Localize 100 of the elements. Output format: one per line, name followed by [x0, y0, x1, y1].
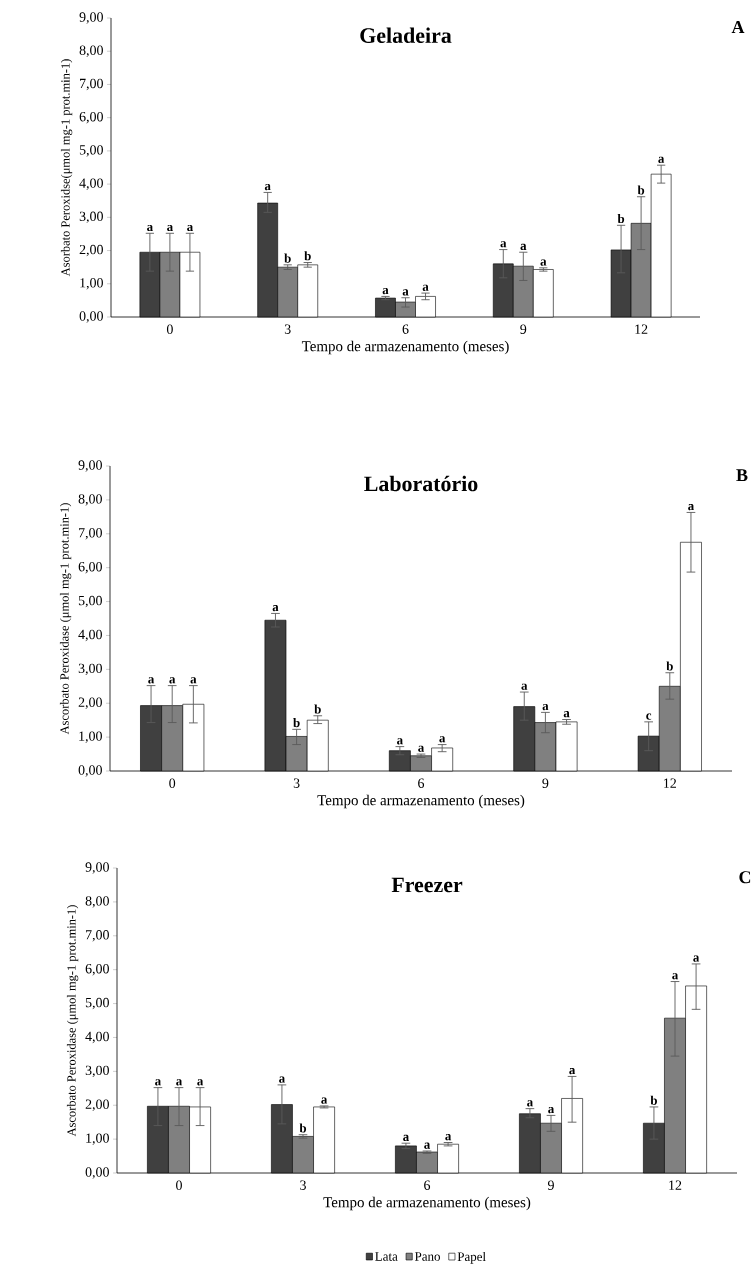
y-axis-title: Ascorbato Peroxidase (μmol mg-1 prot.min-1): [66, 905, 79, 1137]
data-label: a: [272, 605, 279, 612]
data-label: b: [637, 185, 645, 195]
y-tick-label: 0,00: [79, 311, 103, 323]
data-label: b: [304, 251, 311, 261]
x-tick-label: 9: [520, 324, 527, 334]
y-tick-label: 5,00: [79, 145, 103, 157]
y-tick-label: 8,00: [85, 896, 109, 908]
data-label: b: [650, 1095, 657, 1105]
x-tick-label: 3: [293, 778, 300, 788]
x-tick-label: 0: [169, 778, 176, 788]
data-label: a: [658, 156, 665, 163]
x-tick-label: 9: [547, 1180, 554, 1190]
data-label: a: [445, 1134, 452, 1141]
x-axis-title: Tempo de armazenamento (meses): [323, 1196, 531, 1211]
y-tick-label: 8,00: [79, 45, 103, 57]
y-tick-label: 1,00: [80, 278, 103, 290]
chart-title: Laboratório: [364, 475, 478, 492]
data-label: a: [500, 241, 507, 248]
data-label: b: [617, 214, 625, 224]
legend-label: Papel: [457, 1251, 486, 1264]
y-tick-label: 7,00: [86, 930, 109, 942]
y-tick-label: 1,00: [79, 731, 102, 743]
data-label: a: [439, 736, 446, 743]
data-label: a: [548, 1107, 555, 1114]
x-tick-label: 12: [664, 778, 677, 788]
x-tick-label: 12: [669, 1180, 682, 1190]
y-tick-label: 3,00: [85, 1065, 109, 1078]
chart-title: Freezer: [391, 877, 463, 893]
data-label: a: [403, 1134, 409, 1141]
data-label: a: [187, 224, 193, 232]
data-label: a: [418, 745, 425, 752]
data-label: a: [569, 1068, 576, 1075]
x-tick-label: 0: [176, 1180, 182, 1190]
y-tick-label: 3,00: [79, 211, 103, 224]
data-label: b: [314, 704, 321, 714]
x-axis-title: Tempo de armazenamento (meses): [317, 794, 525, 809]
legend-label: Pano: [414, 1252, 440, 1261]
data-label: a: [688, 504, 694, 511]
y-tick-label: 6,00: [78, 561, 102, 574]
y-tick-label: 0,00: [85, 1167, 109, 1179]
x-tick-label: 6: [418, 778, 425, 788]
data-label: a: [563, 711, 570, 718]
y-tick-label: 1,00: [86, 1133, 109, 1145]
y-tick-label: 0,00: [78, 765, 102, 777]
y-tick-label: 2,00: [79, 244, 103, 257]
data-label: a: [176, 1079, 183, 1086]
data-label: a: [520, 243, 527, 251]
chart-title: Geladeira: [360, 27, 452, 43]
x-axis-title: Tempo de armazenamento (meses): [301, 340, 509, 355]
y-tick-label: 5,00: [85, 997, 109, 1010]
data-label: a: [402, 289, 409, 296]
data-label: a: [422, 284, 429, 291]
data-label: a: [542, 703, 549, 711]
data-label: c: [646, 713, 652, 720]
data-label: a: [672, 973, 679, 980]
data-label: a: [521, 683, 528, 690]
y-tick-label: 4,00: [79, 178, 103, 190]
data-label: a: [527, 1100, 533, 1107]
y-tick-label: 9,00: [78, 460, 102, 472]
data-label: a: [190, 677, 197, 684]
y-tick-label: 4,00: [78, 629, 102, 642]
x-tick-label: 0: [166, 324, 173, 334]
y-tick-label: 3,00: [78, 663, 102, 676]
x-tick-label: 12: [635, 324, 648, 334]
data-label: a: [540, 259, 547, 266]
data-label: a: [148, 677, 155, 684]
data-label: a: [167, 224, 173, 232]
y-tick-label: 6,00: [85, 963, 109, 976]
data-label: a: [382, 288, 389, 295]
text: B: [736, 469, 748, 482]
y-tick-label: 4,00: [85, 1031, 109, 1044]
x-tick-label: 9: [542, 778, 549, 788]
data-label: a: [279, 1076, 285, 1083]
y-tick-label: 9,00: [79, 12, 103, 24]
legend-label: Lata: [375, 1252, 398, 1261]
y-tick-label: 9,00: [85, 862, 109, 874]
x-tick-label: 6: [402, 324, 409, 334]
data-label: a: [397, 738, 403, 745]
y-tick-label: 7,00: [79, 528, 102, 540]
data-label: a: [321, 1097, 328, 1104]
text: A: [731, 21, 745, 33]
y-axis-title: Ascorbato Peroxidase (μmol mg-1 prot.min-1): [59, 503, 72, 735]
y-tick-label: 7,00: [80, 78, 103, 91]
y-axis-title: Asorbato Peroxidse(μmol mg-1 prot.min-1): [60, 59, 73, 277]
x-tick-label: 6: [424, 1180, 431, 1190]
text: C: [739, 871, 751, 884]
data-label: a: [147, 224, 153, 232]
data-label: b: [284, 253, 291, 263]
x-tick-label: 3: [284, 324, 291, 334]
data-label: a: [169, 677, 176, 684]
data-label: b: [299, 1123, 307, 1133]
data-label: a: [424, 1142, 431, 1149]
y-tick-label: 6,00: [79, 111, 103, 124]
y-tick-label: 5,00: [78, 595, 102, 608]
data-label: b: [293, 718, 300, 728]
x-tick-label: 3: [300, 1180, 306, 1190]
y-tick-label: 2,00: [85, 1099, 109, 1111]
data-label: a: [693, 955, 700, 962]
data-label: b: [666, 661, 673, 671]
